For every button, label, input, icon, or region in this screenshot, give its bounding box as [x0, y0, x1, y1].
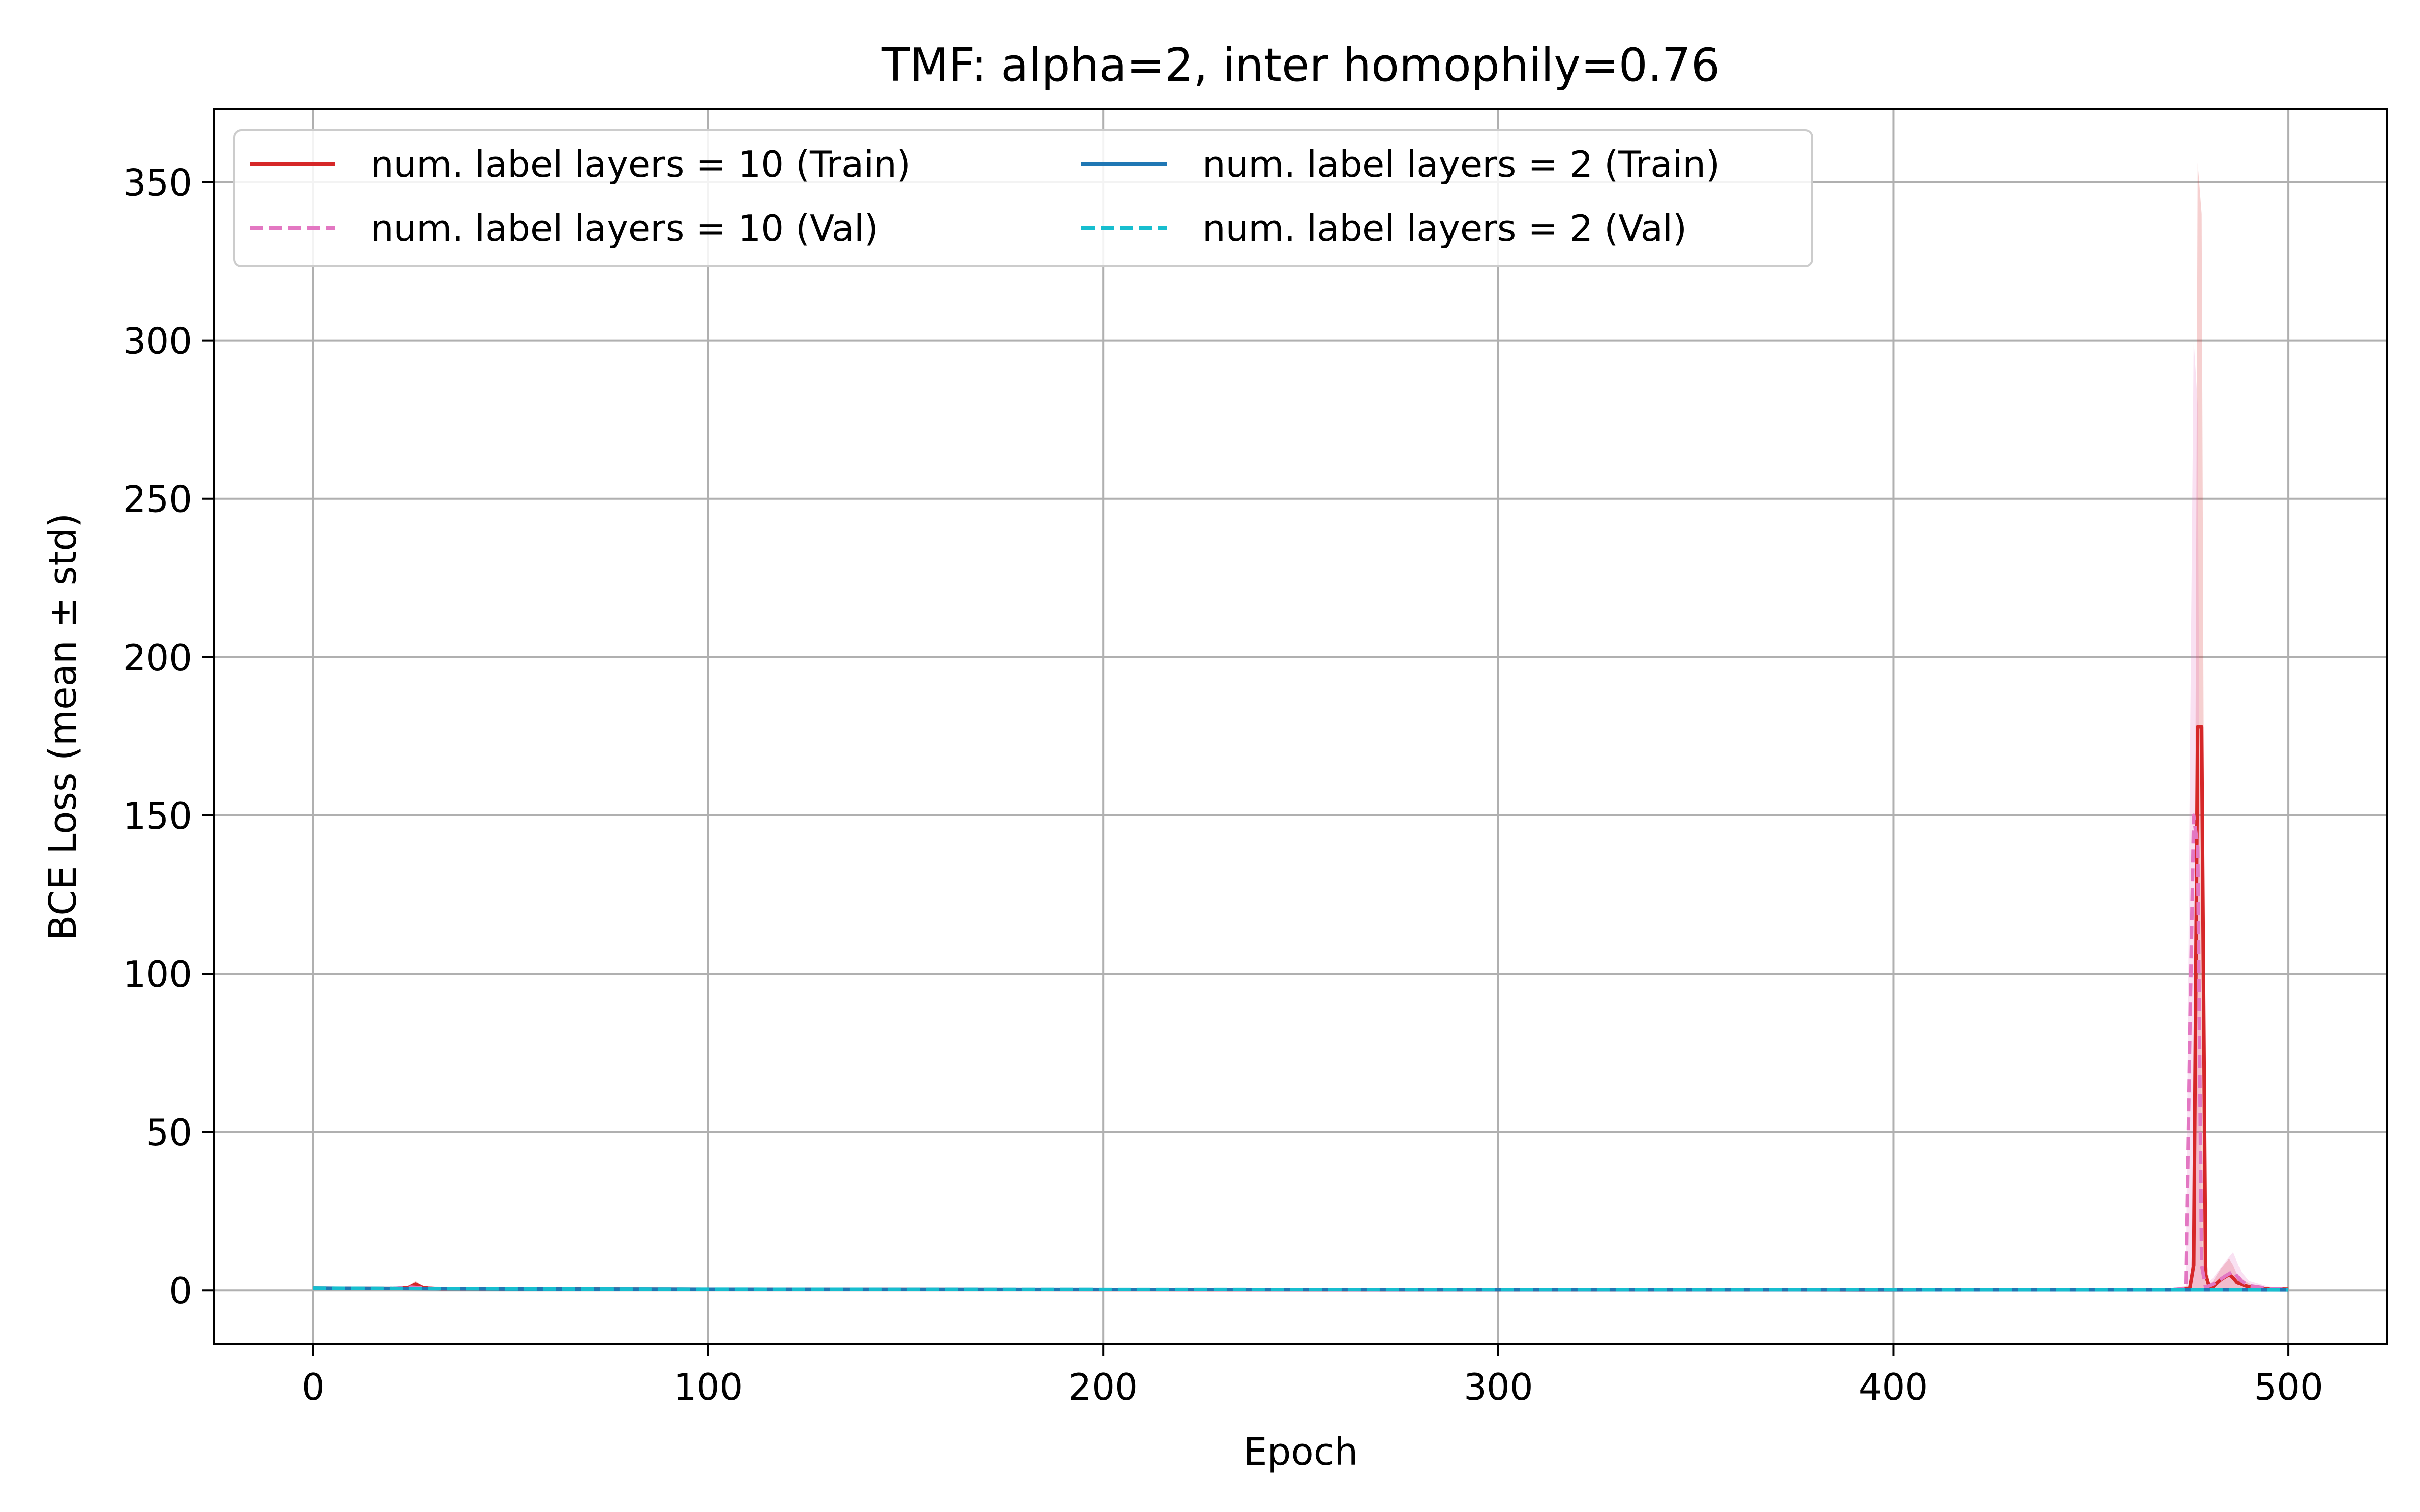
y-tick-label: 200 — [123, 637, 192, 679]
legend-label: num. label layers = 10 (Train) — [371, 143, 911, 185]
legend: num. label layers = 10 (Train) num. label… — [233, 129, 1813, 267]
series-line-layer — [313, 725, 2289, 1292]
y-tick-label: 250 — [123, 478, 192, 521]
x-tick-label: 400 — [1859, 1366, 1928, 1408]
y-tick-label: 50 — [146, 1111, 192, 1154]
x-tick-label: 300 — [1464, 1366, 1533, 1408]
tick-layer: 0 100 200 300 400 500 0 50 100 150 200 250 300 350 — [123, 161, 2323, 1408]
x-axis-label: Epoch — [1244, 1430, 1358, 1474]
x-tick-label: 0 — [301, 1366, 325, 1408]
series-line-num-label-layers-2-val — [313, 1286, 2289, 1292]
legend-label: num. label layers = 2 (Train) — [1202, 143, 1720, 185]
legend-label: num. label layers = 2 (Val) — [1202, 207, 1687, 249]
y-tick-label: 0 — [169, 1270, 192, 1312]
x-tick-label: 500 — [2254, 1366, 2323, 1408]
y-tick-label: 300 — [123, 320, 192, 362]
legend-box — [233, 129, 1813, 267]
plot-frame — [213, 108, 2388, 1345]
y-tick-label: 150 — [123, 795, 192, 837]
x-tick-label: 200 — [1068, 1366, 1137, 1408]
x-tick-label: 100 — [674, 1366, 743, 1408]
y-tick-label: 100 — [123, 953, 192, 995]
legend-label: num. label layers = 10 (Val) — [371, 207, 878, 249]
chart-title: TMF: alpha=2, inter homophily=0.76 — [881, 39, 1720, 92]
y-tick-label: 350 — [123, 161, 192, 204]
y-axis-label: BCE Loss (mean ± std) — [41, 513, 85, 940]
